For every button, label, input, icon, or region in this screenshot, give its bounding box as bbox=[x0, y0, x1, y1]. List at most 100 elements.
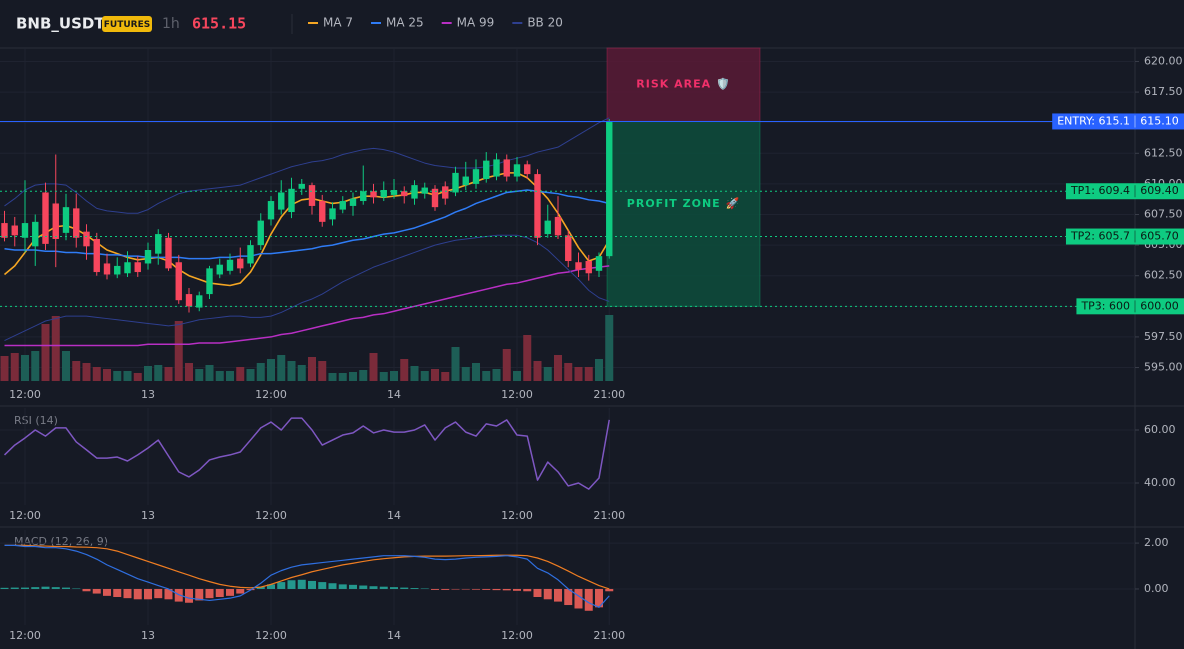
candle-body bbox=[575, 262, 582, 270]
histogram-bar bbox=[359, 585, 368, 589]
histogram-bar bbox=[420, 588, 429, 590]
candle-body bbox=[42, 192, 49, 244]
level-label: TP3: 600 bbox=[1080, 299, 1130, 312]
histogram-bar bbox=[287, 580, 296, 589]
x-tick-label: 21:00 bbox=[593, 629, 625, 642]
histogram-bar bbox=[564, 588, 573, 606]
candle-body bbox=[472, 169, 480, 184]
y-tick-label: 602.50 bbox=[1144, 269, 1183, 282]
histogram-bar bbox=[0, 587, 9, 589]
x-tick-label: 21:00 bbox=[593, 509, 625, 522]
histogram-bar bbox=[390, 587, 398, 589]
histogram-bar bbox=[236, 588, 245, 594]
histogram-bar bbox=[226, 588, 234, 596]
volume-bar bbox=[236, 367, 245, 381]
histogram-bar bbox=[574, 588, 583, 609]
volume-bar bbox=[92, 367, 101, 381]
candle-body bbox=[32, 221, 39, 247]
histogram-bar bbox=[410, 588, 419, 589]
volume-bar bbox=[72, 361, 81, 381]
candle-body bbox=[380, 190, 387, 198]
candle-body bbox=[411, 185, 418, 199]
x-tick-label: 14 bbox=[387, 629, 401, 642]
macd-label: MACD (12, 26, 9) bbox=[14, 535, 108, 548]
y-tick-label: 60.00 bbox=[1144, 423, 1176, 436]
level-price-bg bbox=[1135, 183, 1184, 200]
candle-body bbox=[503, 159, 510, 177]
candle-body bbox=[103, 263, 111, 275]
histogram-bar bbox=[297, 579, 306, 589]
candle-body bbox=[165, 237, 172, 269]
x-tick-label: 12:00 bbox=[9, 509, 41, 522]
histogram-bar bbox=[10, 587, 19, 589]
legend-label: BB 20 bbox=[527, 16, 563, 30]
volume-bar bbox=[543, 367, 552, 381]
volume-bar bbox=[215, 371, 224, 381]
histogram-bar bbox=[554, 588, 562, 602]
candle-body bbox=[544, 220, 551, 235]
histogram-bar bbox=[441, 588, 450, 590]
level-label-bg bbox=[1052, 113, 1135, 130]
y-tick-label: 2.00 bbox=[1144, 536, 1169, 549]
volume-bar bbox=[308, 357, 316, 381]
volume-bar bbox=[21, 355, 29, 381]
level-label: ENTRY: 615.1 bbox=[1057, 114, 1130, 127]
macd-line bbox=[4, 544, 610, 608]
histogram-bar bbox=[349, 584, 357, 589]
candle-body bbox=[595, 256, 603, 271]
volume-bar bbox=[554, 355, 562, 381]
candle-body bbox=[319, 201, 326, 222]
candle-body bbox=[349, 198, 357, 206]
level-price-bg bbox=[1135, 298, 1184, 315]
volume-bar bbox=[318, 361, 327, 381]
volume-bar bbox=[0, 356, 9, 381]
candle-body bbox=[155, 234, 162, 254]
volume-bar bbox=[410, 366, 419, 381]
histogram-bar bbox=[523, 588, 532, 592]
y-tick-label: 612.50 bbox=[1144, 146, 1183, 159]
ma-line bbox=[4, 265, 610, 347]
zone bbox=[606, 120, 761, 307]
level-label-bg bbox=[1065, 228, 1135, 245]
histogram-bar bbox=[195, 588, 204, 601]
volume-bar bbox=[82, 363, 91, 381]
volume-bar bbox=[41, 324, 50, 381]
volume-bar bbox=[277, 355, 286, 381]
candle-body bbox=[298, 183, 305, 189]
x-tick-label: 12:00 bbox=[501, 388, 533, 401]
volume-bar bbox=[113, 371, 122, 381]
candle-body bbox=[308, 185, 316, 206]
level-label: TP2: 605.7 bbox=[1070, 230, 1130, 243]
histogram-bar bbox=[144, 588, 152, 600]
candle-body bbox=[21, 223, 29, 238]
candle-body bbox=[257, 220, 264, 246]
volume-bar bbox=[595, 359, 603, 381]
histogram-bar bbox=[318, 582, 327, 589]
candle-body bbox=[442, 186, 449, 199]
histogram-bar bbox=[62, 587, 70, 589]
histogram-bar bbox=[338, 584, 347, 589]
volume-bar bbox=[564, 363, 573, 381]
volume-bar bbox=[574, 367, 583, 381]
volume-bar bbox=[359, 370, 368, 381]
candle-body bbox=[73, 208, 80, 238]
candle-body bbox=[565, 235, 572, 262]
volume-bar bbox=[441, 372, 450, 381]
legend-label: MA 99 bbox=[457, 16, 495, 30]
badge-bg bbox=[102, 16, 152, 32]
y-tick-label: 620.00 bbox=[1144, 54, 1183, 67]
zone bbox=[606, 47, 761, 122]
volume-bar bbox=[328, 373, 337, 381]
volume-bar bbox=[338, 373, 347, 381]
volume-bar bbox=[226, 371, 234, 381]
x-tick-label: 12:00 bbox=[9, 629, 41, 642]
candle-body bbox=[175, 262, 182, 301]
volume-bar bbox=[472, 363, 480, 381]
last-price: 615.15 bbox=[192, 15, 246, 33]
x-tick-label: 14 bbox=[387, 509, 401, 522]
candle-body bbox=[585, 261, 592, 274]
histogram-bar bbox=[185, 588, 193, 603]
volume-bar bbox=[502, 349, 511, 381]
histogram-bar bbox=[492, 588, 501, 591]
